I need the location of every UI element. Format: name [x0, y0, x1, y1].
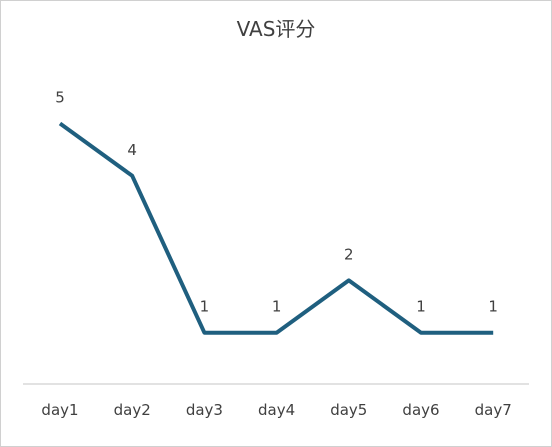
x-tick-label-day4: day4	[258, 401, 295, 419]
data-labels: 5 4 1 1 2 1 1	[55, 89, 498, 316]
data-label-day1: 5	[55, 89, 65, 107]
data-label-day3: 1	[200, 298, 210, 316]
x-tick-label-day1: day1	[41, 401, 78, 419]
x-tick-label-day3: day3	[186, 401, 223, 419]
data-label-day4: 1	[272, 298, 282, 316]
data-label-day7: 1	[488, 298, 498, 316]
series-line	[58, 121, 494, 335]
drop-lines	[59, 123, 494, 384]
x-tick-label-day5: day5	[330, 401, 367, 419]
x-tick-label-day6: day6	[402, 401, 439, 419]
chart-title: VAS评分	[237, 17, 316, 41]
data-label-day2: 4	[127, 141, 137, 159]
x-tick-label-day2: day2	[114, 401, 151, 419]
x-tick-label-day7: day7	[475, 401, 512, 419]
data-label-day5: 2	[344, 245, 354, 263]
data-label-day6: 1	[416, 298, 426, 316]
x-axis-tick-labels: day1 day2 day3 day4 day5 day6 day7	[41, 401, 511, 419]
